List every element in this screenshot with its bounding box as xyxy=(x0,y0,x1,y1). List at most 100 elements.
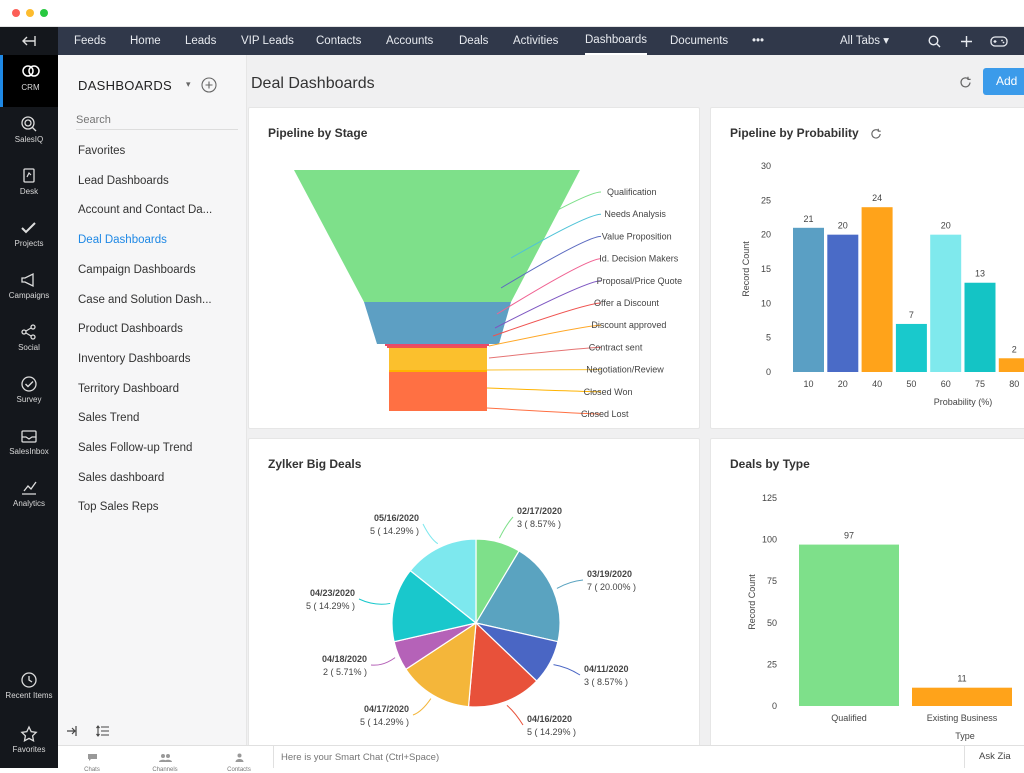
chevron-down-icon[interactable]: ▾ xyxy=(186,79,191,90)
x-tick-label: 40 xyxy=(872,379,882,389)
tab-dashboards[interactable]: Dashboards xyxy=(585,27,647,55)
bar-value-label: 2 xyxy=(1012,344,1017,354)
projects-icon xyxy=(19,219,39,237)
y-axis-label: Record Count xyxy=(747,574,757,630)
collapse-sidebar-icon[interactable] xyxy=(66,725,78,737)
search-input[interactable] xyxy=(76,110,238,130)
rail-item-salesiq[interactable]: SalesIQ xyxy=(0,107,58,159)
plus-icon[interactable] xyxy=(960,35,973,48)
rail-item-projects[interactable]: Projects xyxy=(0,211,58,263)
sidebar-item-account-and-contact-da[interactable]: Account and Contact Da... xyxy=(78,204,238,216)
smart-chat-input[interactable] xyxy=(274,746,963,768)
ask-zia-button[interactable]: Ask Zia xyxy=(964,746,1024,768)
y-tick-label: 0 xyxy=(772,701,777,711)
people-icon xyxy=(159,753,172,762)
rail-item-social[interactable]: Social xyxy=(0,315,58,367)
bar[interactable] xyxy=(912,688,1012,706)
tab-home[interactable]: Home xyxy=(130,27,161,55)
sidebar-item-favorites[interactable]: Favorites xyxy=(78,145,238,157)
bottom-bar: Chats Channels Contacts Ask Zia xyxy=(58,745,1024,768)
funnel-stage-label: Proposal/Price Quote xyxy=(597,276,683,286)
bar[interactable] xyxy=(965,283,996,372)
sidebar-item-sales-dashboard[interactable]: Sales dashboard xyxy=(78,472,238,484)
y-axis-label: Record Count xyxy=(741,241,751,297)
sidebar-item-deal-dashboards[interactable]: Deal Dashboards xyxy=(78,234,238,246)
bar-value-label: 21 xyxy=(803,214,813,224)
sidebar-item-top-sales-reps[interactable]: Top Sales Reps xyxy=(78,501,238,513)
pie-leader-line xyxy=(413,699,431,715)
y-tick-label: 0 xyxy=(766,367,771,377)
bar[interactable] xyxy=(793,228,824,372)
pie-date-label: 05/16/2020 xyxy=(374,513,419,523)
rail-item-desk[interactable]: Desk xyxy=(0,159,58,211)
tab-contacts[interactable]: Contacts xyxy=(316,27,361,55)
bar[interactable] xyxy=(799,545,899,706)
pie-leader-line xyxy=(507,705,523,725)
funnel-leader-line xyxy=(489,347,601,358)
gamepad-icon[interactable] xyxy=(990,35,1008,48)
bar[interactable] xyxy=(896,324,927,372)
rail-label: Survey xyxy=(0,395,58,404)
rail-label: Desk xyxy=(0,187,58,196)
contacts-button[interactable]: Contacts xyxy=(222,749,256,773)
collapse-rail-button[interactable] xyxy=(0,27,58,55)
funnel-stage-label: Needs Analysis xyxy=(604,209,666,219)
tab-leads[interactable]: Leads xyxy=(185,27,216,55)
add-dashboard-icon[interactable] xyxy=(201,77,217,93)
funnel-segment xyxy=(389,348,487,370)
maximize-window-button[interactable] xyxy=(40,9,48,17)
refresh-icon[interactable] xyxy=(959,76,972,89)
smart-chat-field[interactable] xyxy=(273,746,963,768)
bar[interactable] xyxy=(862,207,893,372)
minimize-window-button[interactable] xyxy=(26,9,34,17)
all-tabs-dropdown[interactable]: All Tabs ▾ xyxy=(840,27,889,55)
sidebar-item-sales-trend[interactable]: Sales Trend xyxy=(78,412,238,424)
add-component-button[interactable]: Add xyxy=(983,68,1024,95)
y-tick-label: 15 xyxy=(761,264,771,274)
rail-item-recent-items[interactable]: Recent Items xyxy=(0,663,58,715)
arrow-left-icon xyxy=(22,35,36,47)
funnel-stage-label: Negotiation/Review xyxy=(586,365,664,375)
pie-value-label: 2 ( 5.71% ) xyxy=(323,667,367,677)
tab-activities[interactable]: Activities xyxy=(513,27,558,55)
funnel-segment xyxy=(389,372,487,411)
sidebar-item-campaign-dashboards[interactable]: Campaign Dashboards xyxy=(78,264,238,276)
rail-item-campaigns[interactable]: Campaigns xyxy=(0,263,58,315)
pie-leader-line xyxy=(499,517,513,538)
chats-button[interactable]: Chats xyxy=(78,749,106,773)
rail-item-crm[interactable]: CRM xyxy=(0,55,58,107)
sort-list-icon[interactable] xyxy=(96,725,110,737)
y-tick-label: 125 xyxy=(762,493,777,503)
sidebar-item-sales-follow-up-trend[interactable]: Sales Follow-up Trend xyxy=(78,442,238,454)
sidebar-item-territory-dashboard[interactable]: Territory Dashboard xyxy=(78,383,238,395)
rail-item-analytics[interactable]: Analytics xyxy=(0,471,58,523)
tab-deals[interactable]: Deals xyxy=(459,27,488,55)
tab-vip-leads[interactable]: VIP Leads xyxy=(241,27,294,55)
bar[interactable] xyxy=(930,235,961,372)
rail-item-favorites[interactable]: Favorites xyxy=(0,717,58,769)
sidebar-item-inventory-dashboards[interactable]: Inventory Dashboards xyxy=(78,353,238,365)
bar[interactable] xyxy=(827,235,858,372)
tab-feeds[interactable]: Feeds xyxy=(74,27,106,55)
sidebar-item-case-and-solution-dash[interactable]: Case and Solution Dash... xyxy=(78,294,238,306)
y-tick-label: 50 xyxy=(767,618,777,628)
page-title: Deal Dashboards xyxy=(251,75,375,93)
more-tabs-button[interactable]: ••• xyxy=(752,27,764,55)
sidebar-item-product-dashboards[interactable]: Product Dashboards xyxy=(78,323,238,335)
close-window-button[interactable] xyxy=(12,9,20,17)
rail-item-survey[interactable]: Survey xyxy=(0,367,58,419)
pie-date-label: 04/18/2020 xyxy=(322,654,367,664)
tab-accounts[interactable]: Accounts xyxy=(386,27,433,55)
sidebar-item-lead-dashboards[interactable]: Lead Dashboards xyxy=(78,175,238,187)
funnel-stage-label: Offer a Discount xyxy=(594,298,659,308)
search-icon[interactable] xyxy=(928,35,941,48)
rail-item-salesinbox[interactable]: SalesInbox xyxy=(0,419,58,471)
bar[interactable] xyxy=(999,358,1024,372)
x-axis-label: Type xyxy=(955,731,975,741)
tab-documents[interactable]: Documents xyxy=(670,27,728,55)
pie-date-label: 02/17/2020 xyxy=(517,506,562,516)
bar-value-label: 97 xyxy=(844,531,854,541)
channels-button[interactable]: Channels xyxy=(148,749,182,773)
